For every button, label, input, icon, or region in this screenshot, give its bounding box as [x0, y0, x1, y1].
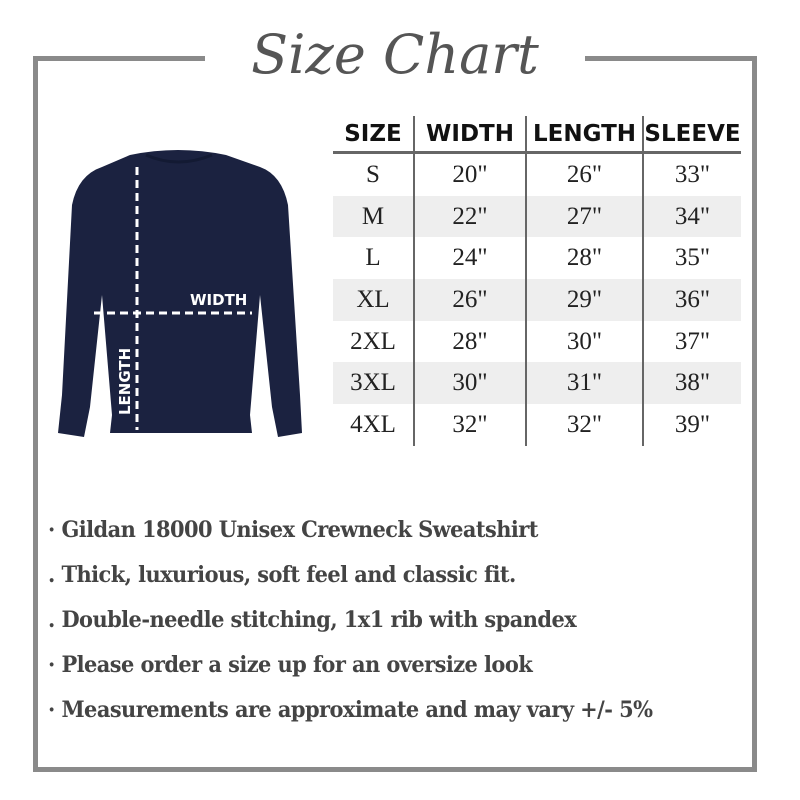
table-cell: M — [333, 195, 414, 238]
table-cell: 38" — [642, 362, 741, 405]
width-label: WIDTH — [190, 291, 247, 309]
table-header: SIZE WIDTH LENGTH SLEEVE — [333, 116, 741, 154]
table-cell: 3XL — [333, 362, 414, 405]
table-cell: 30" — [525, 320, 643, 363]
list-item: · Measurements are approximate and may v… — [48, 697, 653, 723]
sweatshirt-diagram: WIDTH LENGTH — [58, 150, 302, 437]
header-width: WIDTH — [413, 116, 526, 154]
table-cell: XL — [333, 279, 414, 321]
table-cell: 39" — [642, 404, 741, 446]
size-table: SIZE WIDTH LENGTH SLEEVE S 20" 26" 33" M 22" 2… — [333, 116, 741, 446]
list-item: · Please order a size up for an oversize… — [48, 652, 533, 678]
header-size: SIZE — [333, 116, 414, 154]
table-cell: 35" — [642, 237, 741, 280]
table-cell: 22" — [413, 195, 526, 238]
sweatshirt-icon — [58, 150, 302, 437]
table-row: XL 26" 29" 36" — [333, 279, 741, 321]
table-cell: 27" — [525, 195, 643, 238]
table-cell: 26" — [413, 279, 526, 321]
table-cell: 32" — [413, 404, 526, 446]
list-item: . Double-needle stitching, 1x1 rib with … — [48, 607, 577, 633]
header-length: LENGTH — [525, 116, 643, 154]
table-cell: 36" — [642, 279, 741, 321]
table-cell: 34" — [642, 195, 741, 238]
table-row: S 20" 26" 33" — [333, 152, 741, 196]
table-cell: 28" — [413, 320, 526, 363]
length-label: LENGTH — [116, 348, 134, 415]
table-cell: 2XL — [350, 327, 396, 355]
header-sleeve: SLEEVE — [642, 116, 741, 154]
table-cell: 24" — [413, 237, 526, 280]
table-cell: 28" — [525, 237, 643, 280]
table-row: 2XL 28" 30" 37" — [333, 320, 741, 363]
table-cell: 30" — [413, 362, 526, 405]
table-cell: S — [366, 160, 380, 188]
table-row: M 22" 27" 34" — [333, 195, 741, 238]
list-item: . Thick, luxurious, soft feel and classi… — [48, 562, 516, 588]
table-row: 4XL 32" 32" 39" — [333, 404, 741, 446]
table-cell: 37" — [642, 320, 741, 363]
table-row: 3XL 30" 31" 38" — [333, 362, 741, 405]
table-cell: L — [365, 244, 381, 272]
table-cell: 32" — [525, 404, 643, 446]
table-cell: 33" — [642, 152, 741, 196]
list-item: · Gildan 18000 Unisex Crewneck Sweatshir… — [48, 517, 538, 543]
feature-list: · Gildan 18000 Unisex Crewneck Sweatshir… — [48, 510, 698, 735]
page-title: Size Chart — [205, 5, 585, 105]
table-cell: 20" — [413, 152, 526, 196]
table-cell: 29" — [525, 279, 643, 321]
table-cell: 4XL — [350, 410, 396, 438]
table-row: L 24" 28" 35" — [333, 237, 741, 280]
table-cell: 26" — [525, 152, 643, 196]
table-cell: 31" — [525, 362, 643, 405]
